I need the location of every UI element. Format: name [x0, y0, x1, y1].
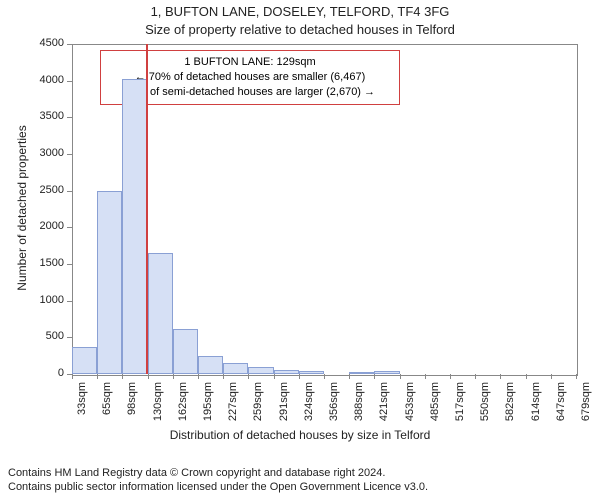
y-tick — [67, 301, 72, 302]
y-tick-label: 4500 — [32, 37, 64, 49]
histogram-bar — [173, 329, 198, 374]
x-tick — [97, 374, 98, 379]
x-tick — [324, 374, 325, 379]
histogram-bar — [72, 347, 97, 374]
x-tick — [198, 374, 199, 379]
y-tick — [67, 117, 72, 118]
x-tick — [374, 374, 375, 379]
x-tick-label: 98sqm — [126, 382, 138, 434]
y-tick — [67, 337, 72, 338]
x-tick — [551, 374, 552, 379]
x-tick-label: 291sqm — [278, 382, 290, 434]
x-tick-label: 33sqm — [76, 382, 88, 434]
info-line-1: 1 BUFTON LANE: 129sqm — [109, 55, 391, 70]
x-tick-label: 227sqm — [227, 382, 239, 434]
x-tick-label: 388sqm — [353, 382, 365, 434]
x-tick-label: 356sqm — [328, 382, 340, 434]
x-tick-label: 550sqm — [479, 382, 491, 434]
x-tick — [526, 374, 527, 379]
x-tick — [148, 374, 149, 379]
histogram-bar — [223, 363, 248, 374]
x-tick-label: 421sqm — [378, 382, 390, 434]
histogram-bar — [248, 367, 273, 374]
x-tick — [450, 374, 451, 379]
marker-line — [146, 44, 148, 374]
y-tick-label: 4000 — [32, 74, 64, 86]
chart-title: 1, BUFTON LANE, DOSELEY, TELFORD, TF4 3F… — [0, 4, 600, 19]
histogram-bar — [198, 356, 223, 374]
histogram-bar — [299, 371, 324, 374]
x-tick — [248, 374, 249, 379]
x-tick — [223, 374, 224, 379]
x-tick — [274, 374, 275, 379]
x-tick-label: 517sqm — [454, 382, 466, 434]
chart-container: 1, BUFTON LANE, DOSELEY, TELFORD, TF4 3F… — [0, 0, 600, 500]
histogram-bar — [148, 253, 173, 374]
y-tick-label: 3500 — [32, 110, 64, 122]
y-tick-label: 2000 — [32, 220, 64, 232]
y-tick — [67, 264, 72, 265]
x-tick-label: 130sqm — [152, 382, 164, 434]
y-tick-label: 2500 — [32, 184, 64, 196]
footer-line-2: Contains public sector information licen… — [8, 480, 428, 494]
histogram-bar — [374, 371, 399, 374]
histogram-bar — [349, 372, 374, 374]
x-tick — [349, 374, 350, 379]
info-line-2: ← 70% of detached houses are smaller (6,… — [109, 70, 391, 85]
y-tick-label: 500 — [32, 330, 64, 342]
x-tick-label: 485sqm — [429, 382, 441, 434]
info-line-3: 29% of semi-detached houses are larger (… — [109, 85, 391, 100]
histogram-bar — [122, 79, 147, 374]
footer-line-1: Contains HM Land Registry data © Crown c… — [8, 466, 385, 480]
x-tick — [475, 374, 476, 379]
chart-subtitle: Size of property relative to detached ho… — [0, 22, 600, 37]
x-tick — [500, 374, 501, 379]
y-tick — [67, 81, 72, 82]
x-tick-label: 647sqm — [555, 382, 567, 434]
y-tick — [67, 227, 72, 228]
y-tick-label: 0 — [32, 367, 64, 379]
x-tick — [400, 374, 401, 379]
x-tick — [299, 374, 300, 379]
x-tick-label: 162sqm — [177, 382, 189, 434]
x-tick — [576, 374, 577, 379]
x-tick-label: 582sqm — [504, 382, 516, 434]
x-tick-label: 65sqm — [101, 382, 113, 434]
x-tick — [425, 374, 426, 379]
y-tick-label: 3000 — [32, 147, 64, 159]
y-tick-label: 1500 — [32, 257, 64, 269]
x-tick — [72, 374, 73, 379]
x-tick — [173, 374, 174, 379]
x-tick-label: 679sqm — [580, 382, 592, 434]
x-tick-label: 195sqm — [202, 382, 214, 434]
y-axis-label: Number of detached properties — [15, 98, 29, 318]
y-tick — [67, 154, 72, 155]
y-tick — [67, 44, 72, 45]
x-tick-label: 259sqm — [252, 382, 264, 434]
x-tick-label: 614sqm — [530, 382, 542, 434]
y-tick — [67, 191, 72, 192]
y-tick-label: 1000 — [32, 294, 64, 306]
x-tick — [122, 374, 123, 379]
x-tick-label: 453sqm — [404, 382, 416, 434]
x-tick-label: 324sqm — [303, 382, 315, 434]
histogram-bar — [97, 191, 122, 374]
histogram-bar — [274, 370, 299, 374]
